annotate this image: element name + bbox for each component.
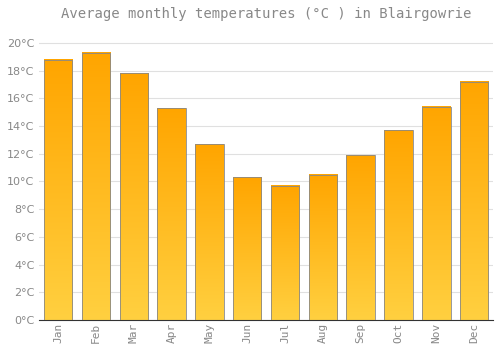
Bar	[308, 175, 337, 320]
Bar	[158, 108, 186, 320]
Bar	[346, 155, 375, 320]
Bar	[195, 144, 224, 320]
Bar	[120, 74, 148, 320]
Bar	[82, 52, 110, 320]
Bar	[44, 60, 72, 320]
Title: Average monthly temperatures (°C ) in Blairgowrie: Average monthly temperatures (°C ) in Bl…	[61, 7, 472, 21]
Bar	[233, 177, 262, 320]
Bar	[422, 107, 450, 320]
Bar	[271, 186, 299, 320]
Bar	[384, 130, 412, 320]
Bar	[460, 82, 488, 320]
